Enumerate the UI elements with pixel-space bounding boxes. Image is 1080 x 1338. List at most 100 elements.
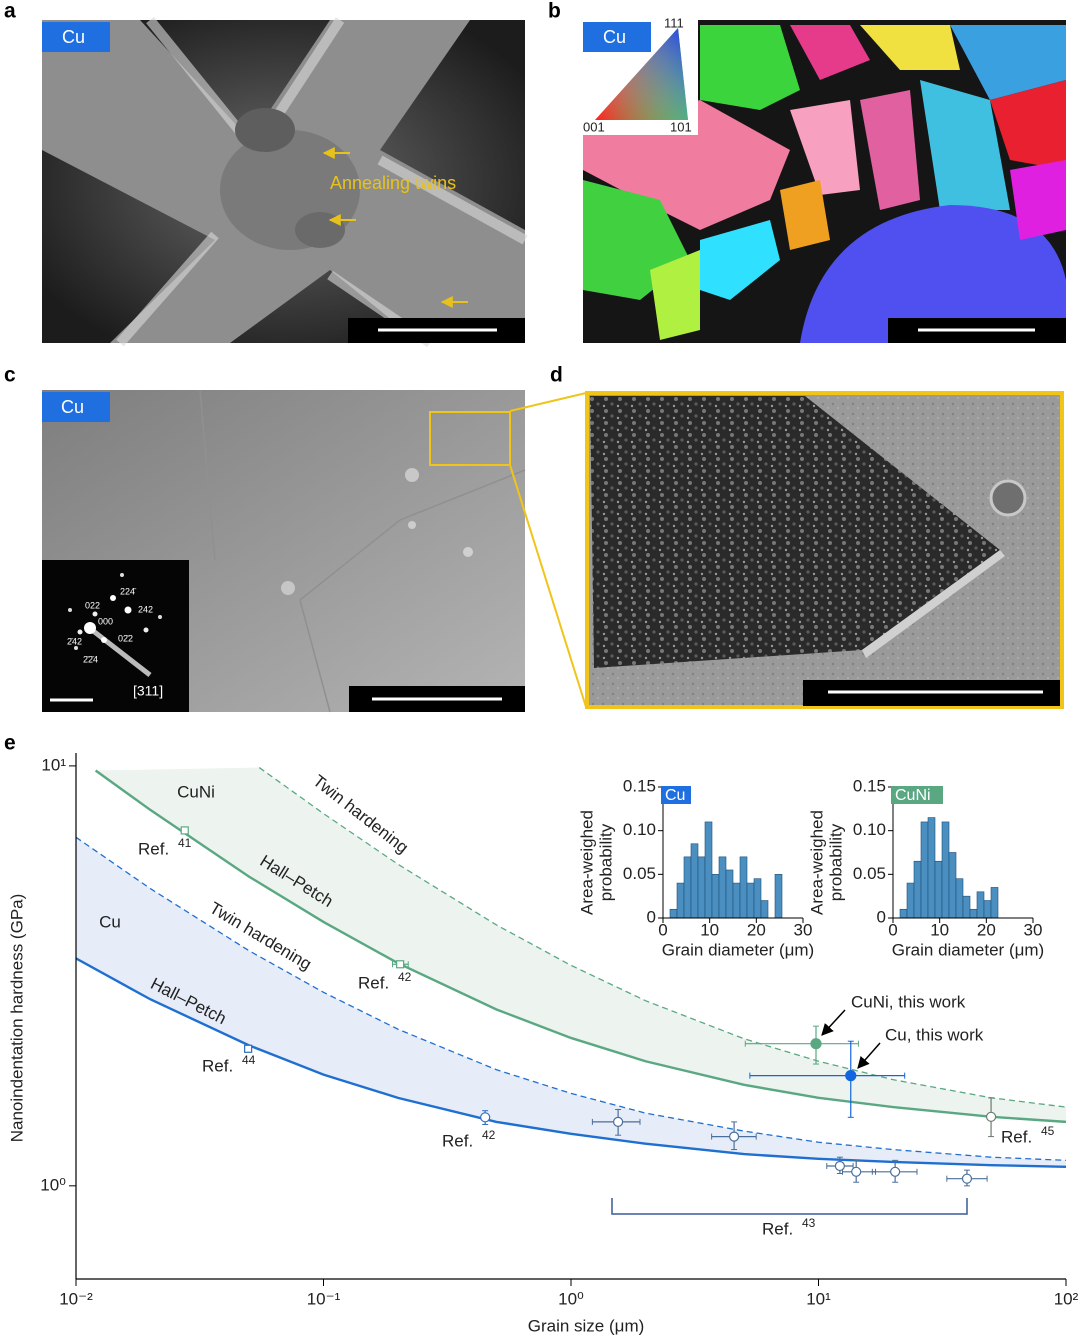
histogram-bar [746,882,755,919]
band-fill [76,837,1066,1167]
data-point [851,1166,862,1177]
panel-a-art [295,212,345,248]
panel-tag: Cu [62,27,85,47]
y-tick-label: 0 [877,907,886,926]
ref-label: Ref. [1001,1127,1032,1146]
group-label: Cu [99,912,121,931]
x-tick-label: 0 [658,920,667,939]
histogram-bar [760,900,769,919]
data-point [845,1070,857,1082]
histogram-bar [753,878,762,919]
panel-b-art [700,220,780,300]
histogram-bar [690,843,699,919]
y-tick-label: 0.05 [853,864,886,883]
panel-c-art [101,637,107,643]
y-tick-label: 0.10 [853,820,886,839]
x-tick-label: 0 [888,920,897,939]
triangle-label: 111 [664,15,684,30]
y-tick-label: 0.10 [623,820,656,839]
panel-c-art [90,628,152,677]
histogram-bar [983,900,992,919]
data-point [985,1111,997,1122]
x-tick-label: 20 [977,920,996,939]
panel-tag: Cu [61,397,84,417]
panel-c-art [110,595,116,601]
triangle-label: 001 [583,119,605,134]
panel-c-art [42,392,110,422]
zone-axis: [311] [133,683,163,699]
y-tick-label: 10¹ [41,755,66,774]
histogram-bar [683,856,692,919]
spot-label: 022 [85,600,100,610]
curve [76,836,1066,1161]
panel-b: b Cu 111 001 101 [548,0,1066,343]
panel-b-art [583,22,651,52]
panel-c-art [408,521,416,529]
panel-a-art [42,22,110,52]
y-axis-label: probability [596,823,615,901]
panel-c-art [68,608,72,612]
y-tick-label: 0.05 [623,864,656,883]
histogram-bar [941,821,950,919]
y-axis-label: Nanoindentation hardness (GPa) [7,894,26,1143]
spot-label: 02̄2 [118,633,133,643]
plot-area [76,767,1066,1168]
histogram-bar [969,908,978,919]
histogram-bar [732,882,741,919]
histogram-bar [711,874,720,919]
data-point [810,1038,822,1050]
x-tick-label: 30 [794,920,813,939]
ref-label: Ref. [358,973,389,992]
panel-c-art [77,629,83,635]
panel-b-art [650,250,700,340]
triangle-label: 101 [670,119,692,134]
panel-c-art [74,646,78,650]
ref-number: 42 [482,1128,496,1142]
ref-label: Ref. [202,1056,233,1075]
y-tick-label: 10⁰ [40,1175,66,1194]
y-axis-label: Area-weighed [577,810,596,915]
data-point [396,960,405,969]
panel-c-art [143,627,149,633]
data-point [180,826,189,835]
panel-b-art [790,25,870,80]
curve [94,769,1066,1124]
panel-letter: e [4,732,16,755]
data-point [728,1131,740,1142]
spot-label: 242 [138,604,153,614]
panel-e: e Grain size (μm) Nanoindentation hardne… [4,732,968,1335]
callout-arrow [821,1009,846,1036]
panel-letter: d [550,364,563,387]
panel-c-art [463,547,473,557]
panel-letter: b [548,0,561,23]
panel-c-art [509,464,587,708]
histogram-bar [725,869,734,919]
histogram-bar [913,860,922,919]
panel-d: d [550,364,1064,709]
panel-d-art [989,479,1027,517]
curve [258,767,1066,1108]
panel-b-art [800,205,1066,343]
panel-b-art [920,80,1010,210]
histogram-bar [962,895,971,919]
tag-box [661,786,691,804]
data-point [834,1160,845,1172]
panel-c-art [124,606,132,614]
panel-b-art [860,25,960,70]
x-axis-label: Grain diameter (μm) [662,940,814,959]
band-fill [95,767,1066,1122]
x-axis-label: Grain size (μm) [528,1316,645,1335]
histogram-bar [676,882,685,919]
histogram-bar [920,821,929,919]
x-tick-label: 20 [747,920,766,939]
panel-c-art [120,573,124,577]
callout-arrow [857,1042,881,1069]
x-tick-label: 10 [930,920,949,939]
ref-label: Ref. [138,839,169,858]
histogram-bar [718,856,727,919]
histogram-bar [906,882,915,919]
tag: Cu [665,787,685,804]
data-point [613,1116,624,1127]
x-tick-label: 10⁻² [59,1289,93,1308]
